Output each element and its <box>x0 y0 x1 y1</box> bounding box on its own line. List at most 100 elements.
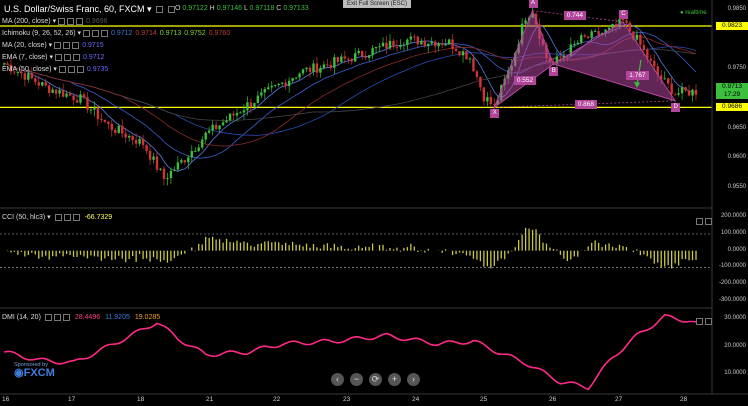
dmi-legend[interactable]: DMI (14, 20) 28.4496 11.9205 19.0285 <box>2 312 160 323</box>
pattern-point-label[interactable]: X <box>490 109 500 119</box>
cci-legend[interactable]: CCI (50, hlc3) ▾ -66.7329 <box>2 212 112 223</box>
indicator-name: MA (200, close) ▾ <box>2 18 57 25</box>
close-icon[interactable] <box>76 65 84 73</box>
dmi-tick: 20.0000 <box>724 342 746 349</box>
eye-icon[interactable] <box>58 17 66 25</box>
pattern-ratio-label[interactable]: 0.744 <box>563 10 587 20</box>
indicator-row[interactable]: Ichimoku (9, 26, 52, 26) ▾ 0.9712 0.9714 0.… <box>2 28 230 39</box>
close-icon[interactable] <box>72 213 80 221</box>
time-tick: 26 <box>549 396 557 403</box>
close-icon[interactable] <box>101 29 108 37</box>
candle-body <box>89 109 93 111</box>
price-tick: 0.9650 <box>727 124 746 131</box>
ohlc-readout: O 0.97122 H 0.97146 L 0.97118 C 0.97133 <box>175 5 309 12</box>
eye-icon[interactable] <box>83 29 90 37</box>
pattern-point-label[interactable]: C <box>618 9 628 19</box>
zoom-in-button[interactable]: + <box>388 373 401 386</box>
indicator-value: 0.9696 <box>86 18 108 25</box>
indicator-row[interactable]: EMA (7, close) ▾ 0.9712 <box>2 52 104 63</box>
candle-body <box>86 97 89 110</box>
eye-icon[interactable] <box>58 65 66 73</box>
candle-body <box>562 55 566 58</box>
pattern-point-label[interactable]: D <box>671 102 681 112</box>
level-price-tag[interactable]: 0.9686 <box>716 103 748 112</box>
candle-body <box>155 156 159 170</box>
candle-body <box>16 71 20 73</box>
pattern-ratio-label[interactable]: 0.868 <box>574 99 597 109</box>
candle-body <box>395 46 399 48</box>
close-icon[interactable] <box>72 53 80 61</box>
reset-chart-button[interactable]: ⟳ <box>369 373 382 386</box>
zoom-out-button[interactable]: − <box>350 373 363 386</box>
eye-icon[interactable] <box>44 313 52 321</box>
move-up-icon[interactable] <box>696 218 703 226</box>
candle-body <box>107 121 110 124</box>
candle-body <box>284 82 287 87</box>
candle-body <box>607 27 611 30</box>
pattern-point-label[interactable]: B <box>549 66 559 76</box>
level-price-tag[interactable]: 0.9823 <box>716 21 748 30</box>
close-value: 0.97133 <box>283 5 309 12</box>
pattern-ratio-label[interactable]: 1.767 <box>626 71 649 81</box>
sponsored-label: Sponsored by <box>14 362 48 368</box>
candle-body <box>207 130 211 133</box>
maximize-icon[interactable] <box>705 218 712 226</box>
settings-icon[interactable] <box>67 17 75 25</box>
cci-tick: -200.0000 <box>718 280 746 286</box>
settings-icon[interactable] <box>53 313 61 321</box>
scroll-left-button[interactable]: ‹ <box>331 373 344 386</box>
close-icon[interactable] <box>62 313 70 321</box>
eye-icon[interactable] <box>54 213 62 221</box>
eye-icon[interactable] <box>54 53 62 61</box>
settings-icon[interactable] <box>63 53 71 61</box>
exit-fullscreen-button[interactable]: Exit Full Screen (ESC) <box>343 0 411 8</box>
candle-body <box>228 113 232 121</box>
indicator-row[interactable]: EMA (50, close) ▾ 0.9735 <box>2 64 108 75</box>
candle-body <box>475 71 479 77</box>
close-icon[interactable] <box>76 17 84 25</box>
open-value: 0.97122 <box>182 5 208 12</box>
candle-body <box>27 73 30 80</box>
candle-body <box>587 36 590 38</box>
candle-body <box>472 58 475 72</box>
price-tick: 0.9600 <box>727 154 746 161</box>
last-price-tag: 0.9713 <box>716 83 748 92</box>
cci-tick: -300.0000 <box>718 296 746 303</box>
chevron-down-icon: ▾ <box>45 214 51 221</box>
close-icon[interactable] <box>72 41 80 49</box>
move-up-icon[interactable] <box>696 318 703 326</box>
pattern-point-label[interactable]: A <box>528 0 538 8</box>
candle-body <box>444 44 447 46</box>
candle-body <box>180 160 183 163</box>
eye-icon[interactable] <box>156 6 164 14</box>
settings-icon[interactable] <box>67 65 75 73</box>
pattern-ratio-label[interactable]: 0.552 <box>513 76 537 86</box>
settings-icon[interactable] <box>63 41 71 49</box>
candle-body <box>399 45 402 47</box>
pane-controls <box>694 313 712 331</box>
cci-tick: 100.0000 <box>720 230 746 236</box>
candle-body <box>392 40 395 47</box>
candle-body <box>322 64 326 68</box>
candle-body <box>458 51 461 56</box>
candle-body <box>54 89 58 94</box>
settings-icon[interactable] <box>167 6 175 14</box>
eye-icon[interactable] <box>54 41 62 49</box>
settings-icon[interactable] <box>92 29 99 37</box>
candle-body <box>138 138 141 144</box>
chevron-down-icon: ▾ <box>147 4 152 14</box>
candle-body <box>642 44 646 50</box>
candle-body <box>34 78 37 83</box>
indicator-row[interactable]: MA (20, close) ▾ 0.9715 <box>2 40 104 51</box>
time-tick: 24 <box>412 396 420 403</box>
indicator-row[interactable]: MA (200, close) ▾ 0.9696 <box>2 16 108 27</box>
maximize-icon[interactable] <box>705 318 712 326</box>
settings-icon[interactable] <box>63 213 71 221</box>
candle-body <box>621 18 625 21</box>
scroll-right-button[interactable]: › <box>407 373 420 386</box>
candle-body <box>486 97 489 102</box>
candle-body <box>61 90 65 97</box>
chart-title[interactable]: U.S. Dollar/Swiss Franc, 60, FXCM ▾ <box>4 4 175 15</box>
candle-body <box>319 67 322 73</box>
